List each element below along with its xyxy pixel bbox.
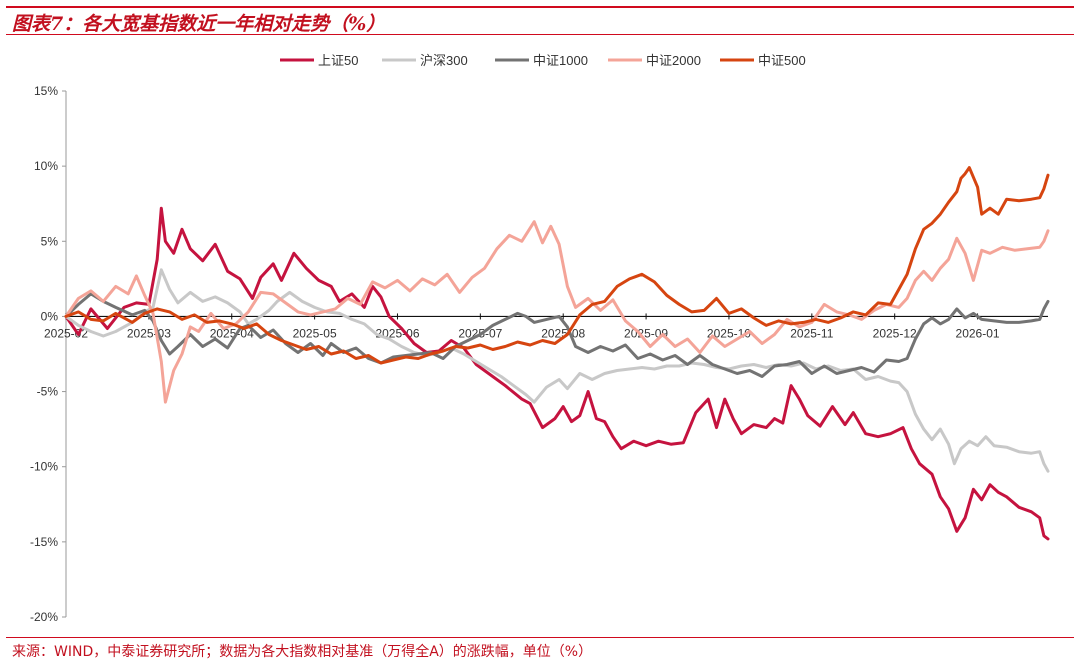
chart-legend: 上证50 沪深300 中证1000 中证2000 中证500: [280, 53, 806, 68]
series-layer: [64, 166, 1050, 541]
x-tick-label: 2025-08: [541, 326, 585, 340]
x-tick-label: 2026-01: [956, 326, 1000, 340]
legend-label: 中证2000: [646, 53, 701, 68]
y-tick-label: 10%: [34, 159, 58, 173]
x-tick-label: 2025-05: [293, 326, 337, 340]
y-tick-label: 15%: [34, 84, 58, 98]
legend-label: 沪深300: [420, 53, 468, 68]
top-rule: [6, 6, 1074, 8]
y-tick-label: 0%: [41, 309, 59, 323]
title-rule: [6, 34, 1074, 35]
series-line-0: [64, 206, 1050, 541]
series-line-2: [64, 292, 1050, 378]
y-tick-label: -5%: [37, 385, 59, 399]
series-line-4: [64, 166, 1050, 365]
y-tick-label: 5%: [41, 234, 59, 248]
series-line-3: [64, 220, 1050, 404]
y-tick-label: -20%: [30, 610, 58, 624]
x-tick-label: 2025-11: [790, 326, 833, 340]
x-tick-label: 2025-03: [127, 326, 171, 340]
x-tick-label: 2025-02: [44, 326, 88, 340]
y-axis: 15% 10% 5% 0% -5% -10% -15% -20%: [30, 84, 67, 624]
bottom-rule: [6, 637, 1074, 638]
source-note: 来源：WIND，中泰证券研究所；数据为各大指数相对基准（万得全A）的涨跌幅，单位…: [12, 644, 593, 660]
x-axis: 2025-02 2025-03 2025-04 2025-05 2025-06 2025-…: [44, 313, 1048, 340]
series-line-1: [64, 268, 1050, 473]
x-tick-label: 2025-12: [873, 326, 917, 340]
x-tick-label: 2025-04: [210, 326, 254, 340]
line-chart: 上证50 沪深300 中证1000 中证2000 中证500 15% 10% 5% 0% -5%…: [30, 53, 1050, 624]
figure-title: 图表7：各大宽基指数近一年相对走势（%）: [12, 13, 386, 35]
x-tick-label: 2025-06: [375, 326, 419, 340]
legend-label: 中证1000: [533, 53, 588, 68]
legend-label: 中证500: [758, 53, 806, 68]
y-tick-label: -15%: [30, 535, 58, 549]
legend-label: 上证50: [318, 53, 358, 68]
y-tick-label: -10%: [30, 460, 58, 474]
